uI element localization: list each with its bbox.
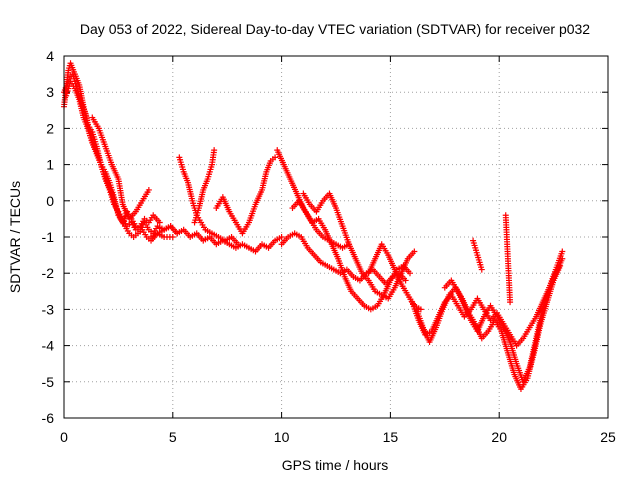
- x-tick-label: 20: [491, 429, 507, 445]
- y-tick-label: -5: [42, 374, 55, 390]
- y-tick-label: -6: [42, 410, 55, 426]
- y-tick-label: 3: [46, 84, 54, 100]
- data-point: [411, 248, 418, 255]
- x-tick-label: 0: [60, 429, 68, 445]
- y-tick-label: -4: [42, 338, 55, 354]
- data-point: [272, 154, 279, 161]
- series-arc-11: [289, 197, 413, 313]
- data-point: [557, 262, 564, 269]
- series-arc-4: [89, 114, 152, 222]
- series-arc-13: [365, 241, 424, 313]
- y-tick-label: -1: [42, 229, 55, 245]
- data-point: [211, 147, 218, 154]
- data-point: [559, 248, 566, 255]
- x-tick-label: 5: [169, 429, 177, 445]
- data-point: [507, 299, 514, 306]
- y-tick-label: 0: [46, 193, 54, 209]
- data-point: [169, 234, 176, 240]
- data-point: [235, 241, 242, 248]
- series-arc-3: [63, 78, 163, 233]
- series-arc-7: [191, 147, 218, 226]
- series-arc-17: [470, 237, 485, 273]
- y-tick-label: -3: [42, 301, 55, 317]
- data-point: [406, 270, 413, 277]
- data-point: [145, 186, 152, 193]
- series-arc-16: [441, 248, 566, 385]
- data-points: [61, 60, 566, 393]
- x-tick-label: 10: [274, 429, 290, 445]
- x-tick-label: 25: [600, 429, 616, 445]
- series-arc-9: [274, 147, 353, 251]
- series-arc-8: [213, 154, 279, 237]
- axis-ticks: 0 5 10 15 20 25 -6 -5 -4 -3 -2 -1 0 1 2 3 4: [42, 48, 616, 445]
- data-point: [156, 219, 163, 226]
- chart-title: Day 053 of 2022, Sidereal Day-to-day VTE…: [80, 21, 590, 37]
- plot-frame: [63, 55, 609, 419]
- y-tick-label: 1: [46, 157, 54, 173]
- x-tick-label: 15: [383, 429, 399, 445]
- data-point: [278, 234, 285, 240]
- series-arc-18: [502, 212, 514, 306]
- data-point: [402, 277, 409, 284]
- series-arc-5: [148, 223, 285, 255]
- data-point: [478, 266, 485, 273]
- y-tick-label: -2: [42, 265, 55, 281]
- y-tick-label: 2: [46, 120, 54, 136]
- x-axis-label: GPS time / hours: [282, 457, 389, 473]
- y-axis-label: SDTVAR / TECUs: [7, 181, 23, 293]
- y-tick-label: 4: [46, 48, 54, 64]
